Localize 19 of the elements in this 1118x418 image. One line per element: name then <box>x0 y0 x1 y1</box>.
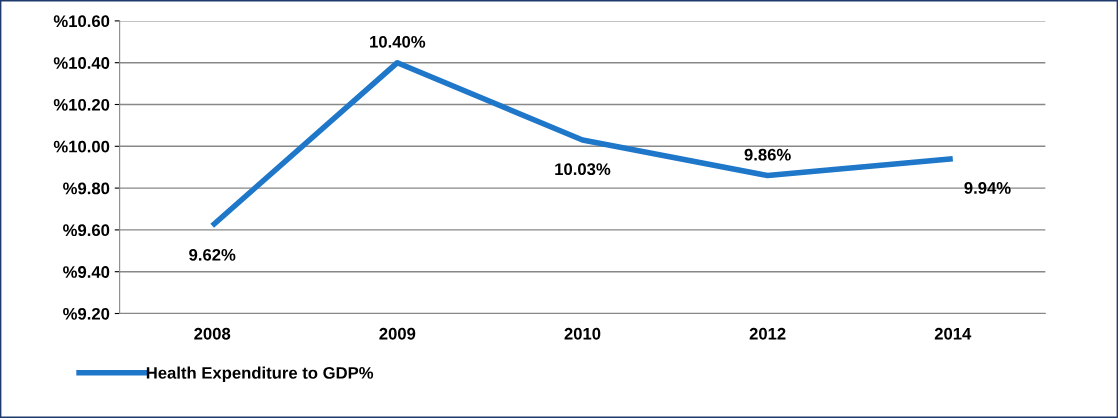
data-label: 10.03% <box>555 163 611 176</box>
x-tick-label: 2014 <box>934 327 972 340</box>
x-tick-label: 2012 <box>749 327 786 340</box>
x-tick-label: 2009 <box>379 327 416 340</box>
y-tick-label: %10.60 <box>53 15 110 28</box>
y-tick-label: %10.00 <box>53 140 110 153</box>
data-label: 10.40% <box>370 35 426 48</box>
y-tick-label: %9.40 <box>63 266 110 278</box>
x-tick-label: 2010 <box>564 327 601 340</box>
data-label: 9.62% <box>189 248 236 261</box>
y-tick-label: %10.40 <box>53 57 110 69</box>
data-label: 9.94% <box>964 182 1011 194</box>
y-tick-label: %9.80 <box>63 182 110 195</box>
y-tick-label: %9.20 <box>63 307 110 320</box>
y-tick-label: %10.20 <box>53 98 110 111</box>
x-tick-label: 2008 <box>194 327 231 340</box>
data-label: 9.86% <box>744 148 791 161</box>
legend-label: Health Expenditure to GDP% <box>146 366 374 383</box>
y-tick-label: %9.60 <box>63 224 110 237</box>
